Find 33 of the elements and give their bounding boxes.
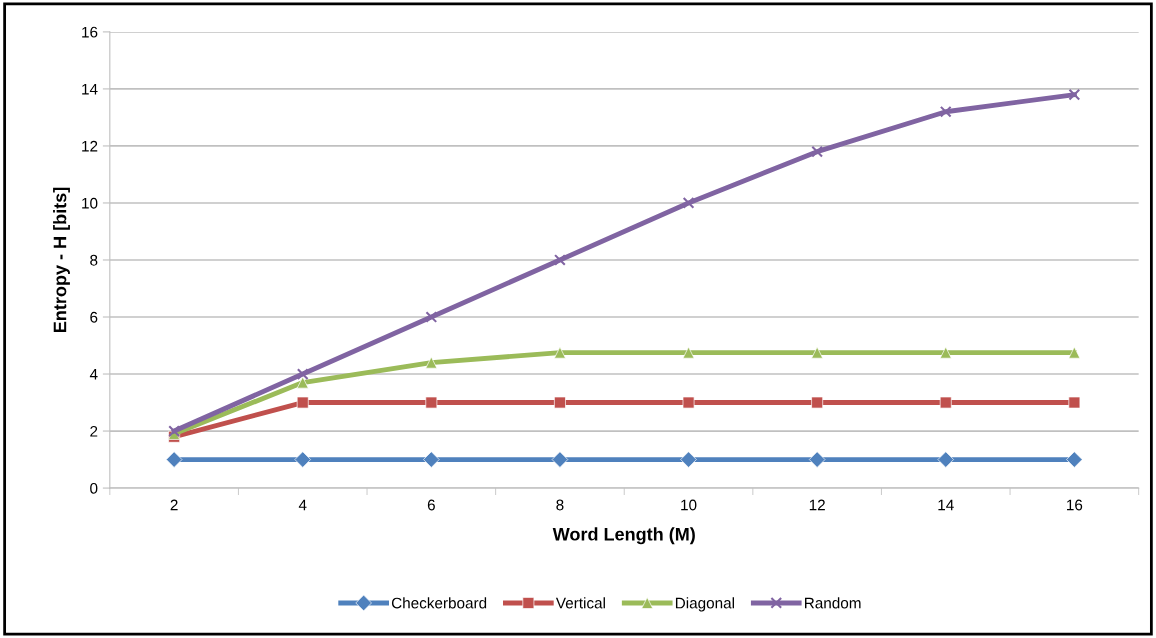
x-axis-title: Word Length (M) (552, 527, 695, 545)
point (939, 105, 952, 118)
x-tick-label: 4 (298, 499, 307, 511)
point (937, 451, 954, 468)
point (808, 451, 826, 468)
x-tick-label: 16 (1067, 499, 1083, 511)
y-axis-title: Entropy - H [bits] (53, 187, 70, 332)
legend-label: Checkerboard (391, 597, 487, 609)
y-tick-label: 12 (82, 140, 98, 152)
point (682, 197, 695, 209)
legend-label: Diagonal (675, 597, 734, 612)
x-tick-label: 10 (681, 499, 697, 511)
y-tick-label: 0 (90, 482, 98, 494)
point (425, 311, 438, 323)
y-tick-label: 16 (82, 26, 98, 38)
y-tick-label: 8 (90, 254, 98, 266)
x-tick-label: 12 (809, 499, 825, 511)
point (554, 254, 566, 266)
point (1068, 88, 1081, 101)
x-tick-label: 2 (170, 499, 178, 511)
legend-label: Vertical (555, 597, 605, 609)
point (296, 368, 309, 380)
point (811, 145, 824, 158)
legend-label: Random (805, 597, 861, 609)
y-tick-label: 4 (89, 369, 98, 380)
y-tick-label: 2 (90, 425, 98, 437)
x-tick-label: 6 (427, 499, 435, 511)
x-tick-label: 8 (556, 499, 564, 511)
x-tick-label: 14 (938, 499, 954, 511)
y-tick-label: 10 (82, 197, 98, 209)
y-tick-label: 6 (90, 311, 98, 323)
y-tick-label: 14 (82, 83, 98, 95)
point (551, 451, 569, 468)
